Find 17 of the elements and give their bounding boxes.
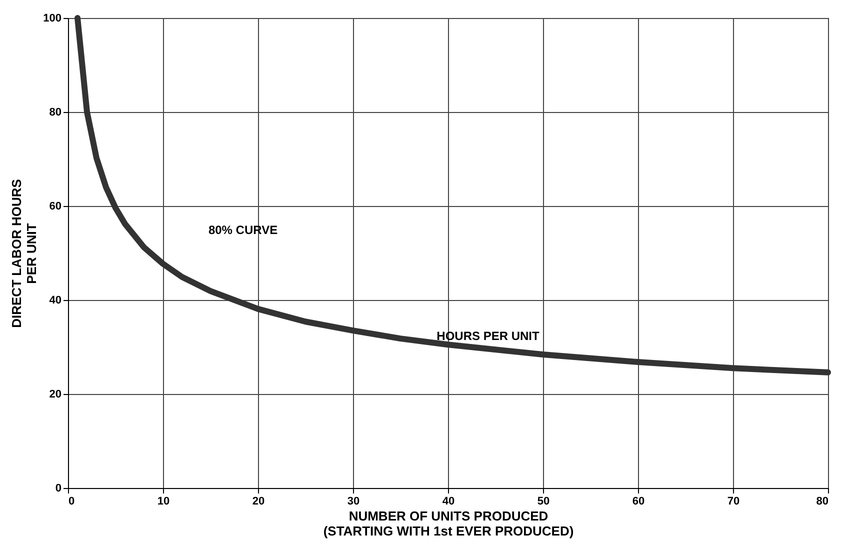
y-tick-label: 40	[49, 294, 62, 306]
x-tick-label: 70	[727, 496, 740, 508]
y-axis-title: DIRECT LABOR HOURS PER UNIT	[9, 178, 40, 328]
x-tick-label: 20	[252, 496, 265, 508]
x-tick-label: 10	[157, 496, 170, 508]
y-tick-label: 80	[49, 106, 62, 118]
x-tick-label: 40	[442, 496, 455, 508]
y-tick-label: 100	[43, 12, 62, 24]
x-tick-label: 80	[816, 496, 828, 508]
y-tick-label: 60	[49, 200, 62, 212]
x-axis-title: NUMBER OF UNITS PRODUCED (STARTING WITH 1st EVER PRODUCED)	[323, 508, 574, 538]
x-tick-label: 30	[347, 496, 360, 508]
y-tick-label: 20	[49, 388, 62, 400]
x-tick-label: 0	[68, 496, 75, 508]
x-tick-label: 60	[632, 496, 645, 508]
x-tick-label: 50	[537, 496, 550, 508]
y-tick-label: 0	[55, 482, 62, 494]
